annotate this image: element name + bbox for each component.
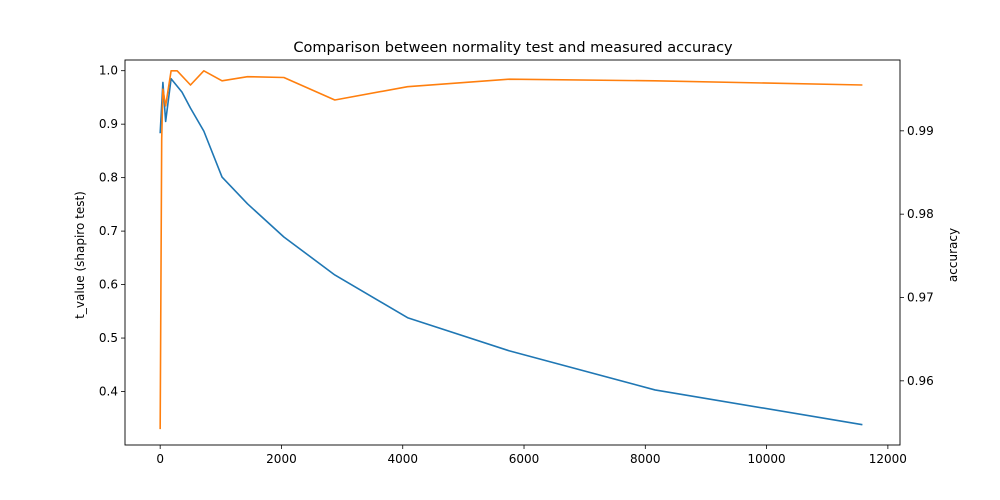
y-left-tick-label: 0.9 <box>99 117 118 131</box>
y-right-tick-label: 0.98 <box>907 207 934 221</box>
y-left-tick-label: 1.0 <box>99 64 118 78</box>
x-tick-label: 2000 <box>266 452 297 466</box>
y-right-tick-label: 0.97 <box>907 291 934 305</box>
series-line-2 <box>159 70 863 430</box>
y-left-tick-label: 0.5 <box>99 331 118 345</box>
chart-title: Comparison between normality test and me… <box>293 40 733 56</box>
x-tick-label: 10000 <box>747 452 785 466</box>
x-tick-label: 6000 <box>509 452 540 466</box>
axes-layer: 0 2000 4000 6000 8000 10000 12000 0.4 0.5 0.6 0.7 0… <box>99 59 934 466</box>
y-axis-left-label: t_value (shapiro test) <box>73 191 87 319</box>
y-left-tick-label: 0.7 <box>99 224 118 238</box>
y-left-tick-label: 0.6 <box>99 278 118 292</box>
plot-frame <box>124 59 901 446</box>
x-tick-label: 12000 <box>869 452 907 466</box>
series-layer <box>159 70 863 430</box>
y-right-tick-label: 0.96 <box>907 374 934 388</box>
y-left-tick-label: 0.8 <box>99 171 118 185</box>
series-line-1 <box>159 77 863 426</box>
y-left-tick-label: 0.4 <box>99 385 118 399</box>
x-tick-label: 0 <box>156 452 164 466</box>
x-tick-label: 4000 <box>387 452 418 466</box>
x-tick-label: 8000 <box>630 452 661 466</box>
y-axis-right-label: accuracy <box>946 228 960 282</box>
y-right-tick-label: 0.99 <box>907 124 934 138</box>
